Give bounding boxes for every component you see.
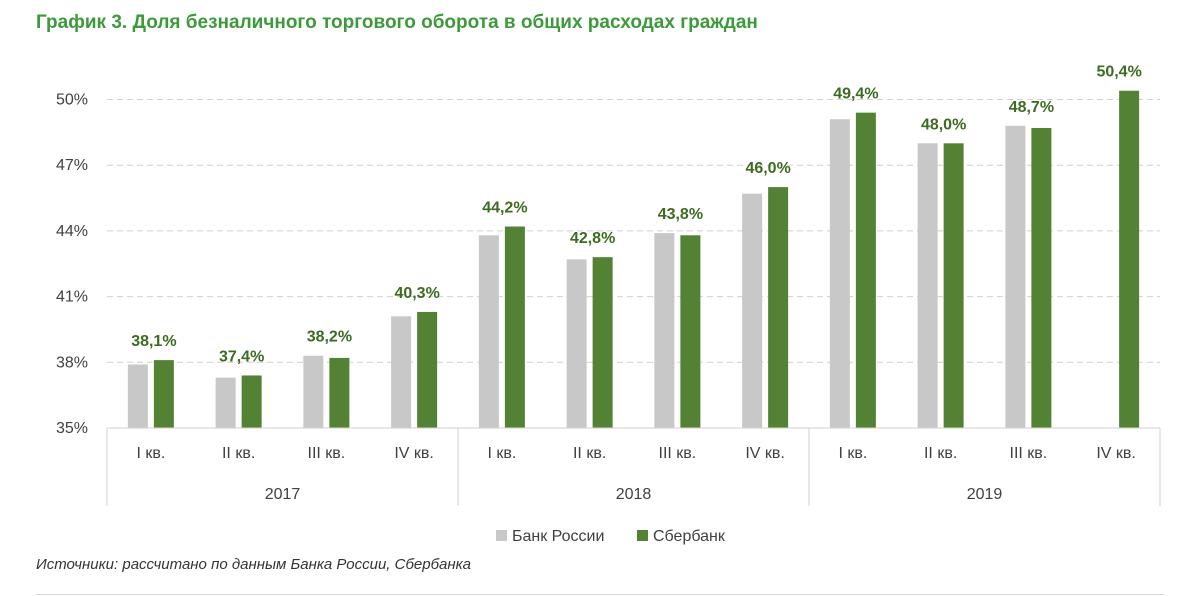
bar-sberbank	[417, 311, 438, 428]
x-tick-label: IV кв.	[745, 445, 785, 462]
x-tick-label: II кв.	[222, 445, 255, 462]
gridlines	[107, 99, 1160, 363]
bar-bank-russia	[742, 193, 763, 428]
group-label: 2017	[265, 486, 301, 503]
legend: Банк России Сбербанк	[496, 528, 726, 545]
bar-bank-russia	[215, 377, 236, 428]
bar-sberbank	[592, 257, 613, 428]
x-tick-label: II кв.	[573, 445, 606, 462]
legend-swatch-sberbank	[637, 530, 648, 541]
bar-bank-russia	[1005, 125, 1026, 428]
y-axis-ticks: 35% 38% 41% 44% 47% 50%	[56, 92, 88, 438]
bar-sberbank	[1031, 127, 1052, 428]
data-label: 44,2%	[482, 200, 527, 217]
group-label: 2018	[616, 486, 652, 503]
x-tick-label: IV кв.	[1096, 445, 1136, 462]
x-tick-label: III кв.	[1010, 445, 1048, 462]
y-tick-label: 50%	[56, 92, 88, 109]
bar-sberbank	[855, 112, 876, 428]
legend-label: Сбербанк	[653, 528, 726, 545]
bar-bank-russia	[391, 316, 412, 428]
x-tick-label: III кв.	[659, 445, 697, 462]
bar-bank-russia	[566, 259, 587, 428]
data-label: 38,1%	[131, 333, 176, 350]
bar-sberbank	[241, 375, 262, 428]
bar-sberbank	[680, 235, 701, 428]
bar-bank-russia	[654, 233, 675, 428]
bottom-divider	[36, 594, 1164, 595]
data-label: 42,8%	[570, 230, 615, 247]
x-tick-label: I кв.	[487, 445, 516, 462]
data-label: 40,3%	[394, 285, 439, 302]
y-tick-label: 44%	[56, 223, 88, 240]
bar-bank-russia	[478, 235, 499, 428]
data-label: 43,8%	[658, 206, 703, 223]
legend-swatch-bank-russia	[496, 530, 507, 541]
bar-sberbank	[943, 143, 964, 429]
data-label: 38,2%	[307, 329, 352, 346]
y-tick-label: 35%	[56, 420, 88, 437]
source-note: Источники: рассчитано по данным Банка Ро…	[36, 556, 472, 573]
group-label: 2019	[967, 486, 1003, 503]
data-label: 37,4%	[219, 348, 264, 365]
x-tick-label: III кв.	[308, 445, 346, 462]
bar-sberbank	[329, 357, 350, 428]
bars	[127, 90, 1140, 429]
data-label: 48,0%	[921, 116, 966, 133]
legend-label: Банк России	[512, 528, 604, 545]
bar-sberbank	[1119, 90, 1140, 429]
data-label: 46,0%	[745, 160, 790, 177]
y-tick-label: 41%	[56, 289, 88, 306]
x-axis: I кв. II кв. III кв. IV кв. I кв. II кв. III к…	[106, 427, 1161, 506]
chart-title: График 3. Доля безналичного торгового об…	[36, 12, 758, 33]
x-tick-label: I кв.	[838, 445, 867, 462]
bar-bank-russia	[127, 364, 148, 428]
bar-sberbank	[153, 360, 174, 428]
data-label: 50,4%	[1096, 64, 1141, 81]
bar-bank-russia	[829, 119, 850, 429]
data-label: 49,4%	[833, 86, 878, 103]
x-tick-label: I кв.	[136, 445, 165, 462]
bar-sberbank	[768, 187, 789, 428]
data-labels: 38,1% 37,4% 38,2% 40,3% 44,2% 42,8% 43,8% 46,0%…	[131, 64, 1142, 366]
x-tick-label: II кв.	[924, 445, 957, 462]
data-label: 48,7%	[1009, 99, 1054, 116]
bar-bank-russia	[917, 143, 938, 429]
x-tick-label: IV кв.	[394, 445, 434, 462]
bar-bank-russia	[303, 355, 324, 428]
bar-sberbank	[504, 226, 525, 428]
y-tick-label: 47%	[56, 157, 88, 174]
y-tick-label: 38%	[56, 354, 88, 371]
